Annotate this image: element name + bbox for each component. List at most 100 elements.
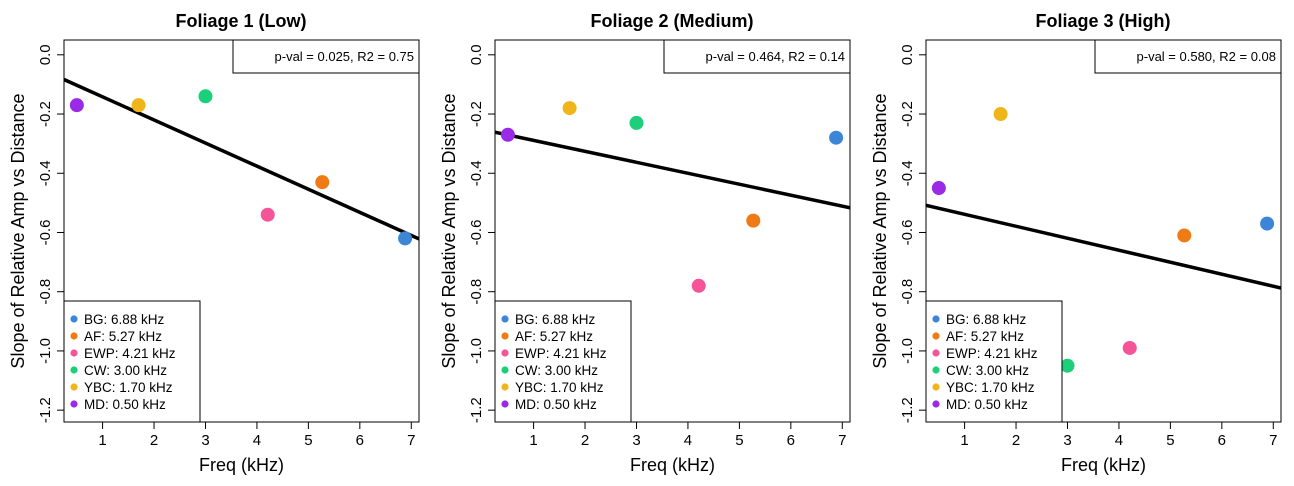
legend-label: BG: 6.88 kHz: [946, 312, 1027, 327]
legend-label: CW: 3.00 kHz: [515, 363, 598, 378]
y-tick-label: -1.2: [468, 397, 485, 423]
y-axis-label: Slope of Relative Amp vs Distance: [439, 93, 459, 368]
legend-marker: [70, 383, 78, 391]
x-tick-label: 7: [1269, 432, 1277, 449]
x-tick-label: 5: [304, 432, 312, 449]
legend-label: EWP: 4.21 kHz: [946, 346, 1038, 361]
x-tick-label: 1: [960, 432, 968, 449]
y-tick-label: -0.6: [899, 220, 916, 246]
y-tick-label: -0.8: [37, 279, 54, 305]
legend-label: AF: 5.27 kHz: [84, 329, 162, 344]
x-tick-label: 7: [838, 432, 846, 449]
x-tick-label: 1: [529, 432, 537, 449]
legend-marker: [932, 349, 940, 357]
y-tick-label: -0.4: [899, 160, 916, 186]
y-tick-label: 0.0: [468, 44, 485, 65]
x-tick-label: 6: [356, 432, 364, 449]
y-tick-label: -0.6: [37, 220, 54, 246]
chart-title: Foliage 2 (Medium): [590, 11, 753, 31]
x-tick-label: 2: [1012, 432, 1020, 449]
plot-frame: [494, 39, 851, 423]
chart-panel-3: Foliage 3 (High) 1 2 3 4 5 6 7 0.0 -0.2 -0.4 -0.6 -0…: [870, 11, 1282, 475]
x-axis-label: Freq (kHz): [1061, 455, 1146, 475]
legend-label: AF: 5.27 kHz: [515, 329, 593, 344]
plot-frame: [925, 39, 1282, 423]
data-point-md: [931, 181, 946, 196]
legend-marker: [70, 366, 78, 374]
x-tick-label: 4: [253, 432, 261, 449]
chart-panel-2: Foliage 2 (Medium) 1 2 3 4 5 6 7 0.0 -0.2 -0.4 -0.6…: [439, 11, 851, 475]
y-tick-label: -0.8: [468, 279, 485, 305]
data-point-md: [500, 127, 515, 142]
legend-label: YBC: 1.70 kHz: [84, 380, 173, 395]
y-tick-label: -1.0: [37, 338, 54, 364]
stats-box: [1094, 39, 1282, 74]
x-tick-label: 6: [1218, 432, 1226, 449]
x-tick-label: 2: [150, 432, 158, 449]
data-point-ewp: [691, 278, 706, 293]
stats-text: p-val = 0.025, R2 = 0.75: [275, 49, 414, 64]
x-axis-label: Freq (kHz): [630, 455, 715, 475]
legend-marker: [501, 349, 509, 357]
legend-marker: [501, 332, 509, 340]
legend-box: [925, 300, 1063, 423]
data-point-ybc: [562, 101, 577, 116]
legend-marker: [932, 332, 940, 340]
x-tick-label: 3: [201, 432, 209, 449]
legend-label: YBC: 1.70 kHz: [515, 380, 604, 395]
legend-label: BG: 6.88 kHz: [84, 312, 165, 327]
x-tick-label: 1: [98, 432, 106, 449]
data-point-ybc: [131, 98, 146, 113]
y-tick-label: -1.2: [37, 397, 54, 423]
x-tick-label: 3: [632, 432, 640, 449]
chart-title: Foliage 1 (Low): [175, 11, 306, 31]
y-tick-label: -0.4: [37, 160, 54, 186]
legend-label: EWP: 4.21 kHz: [515, 346, 607, 361]
x-tick-label: 4: [1115, 432, 1123, 449]
y-axis-label: Slope of Relative Amp vs Distance: [870, 93, 890, 368]
y-tick-label: -0.2: [468, 101, 485, 127]
legend-box: [63, 300, 201, 423]
data-point-af: [1177, 228, 1192, 243]
y-tick-label: -1.2: [899, 397, 916, 423]
plot-frame: [63, 39, 420, 423]
y-tick-label: -0.8: [899, 279, 916, 305]
data-point-bg: [1260, 216, 1275, 231]
stats-box: [663, 39, 851, 74]
regression-line: [495, 130, 850, 210]
y-tick-label: -0.4: [468, 160, 485, 186]
stats-text: p-val = 0.464, R2 = 0.14: [706, 49, 845, 64]
legend-label: MD: 0.50 kHz: [84, 397, 166, 412]
x-tick-label: 2: [581, 432, 589, 449]
legend-box: [494, 300, 632, 423]
legend-marker: [501, 400, 509, 408]
x-tick-label: 5: [1166, 432, 1174, 449]
data-point-cw: [198, 89, 213, 104]
y-tick-label: 0.0: [37, 44, 54, 65]
y-tick-label: 0.0: [899, 44, 916, 65]
legend-label: YBC: 1.70 kHz: [946, 380, 1035, 395]
legend-label: CW: 3.00 kHz: [946, 363, 1029, 378]
data-point-bg: [829, 130, 844, 145]
x-tick-label: 3: [1063, 432, 1071, 449]
legend-marker: [70, 315, 78, 323]
chart-panel-1: Foliage 1 (Low) 1 2 3 4 5 6 7 0.0 -0.2 -0.4 -0.6 -0.…: [8, 11, 420, 475]
stats-text: p-val = 0.580, R2 = 0.08: [1137, 49, 1276, 64]
data-point-ybc: [993, 107, 1008, 122]
data-point-bg: [398, 231, 413, 246]
y-tick-label: -0.6: [468, 220, 485, 246]
x-tick-label: 7: [407, 432, 415, 449]
legend-marker: [501, 315, 509, 323]
y-tick-label: -0.2: [37, 101, 54, 127]
data-point-ewp: [1122, 340, 1137, 355]
data-point-ewp: [260, 207, 275, 222]
legend-label: CW: 3.00 kHz: [84, 363, 167, 378]
data-point-af: [746, 213, 761, 228]
legend-label: AF: 5.27 kHz: [946, 329, 1024, 344]
y-tick-label: -0.2: [899, 101, 916, 127]
legend-marker: [501, 366, 509, 374]
legend-marker: [932, 366, 940, 374]
legend-marker: [70, 332, 78, 340]
regression-line: [926, 203, 1281, 290]
x-tick-label: 6: [787, 432, 795, 449]
